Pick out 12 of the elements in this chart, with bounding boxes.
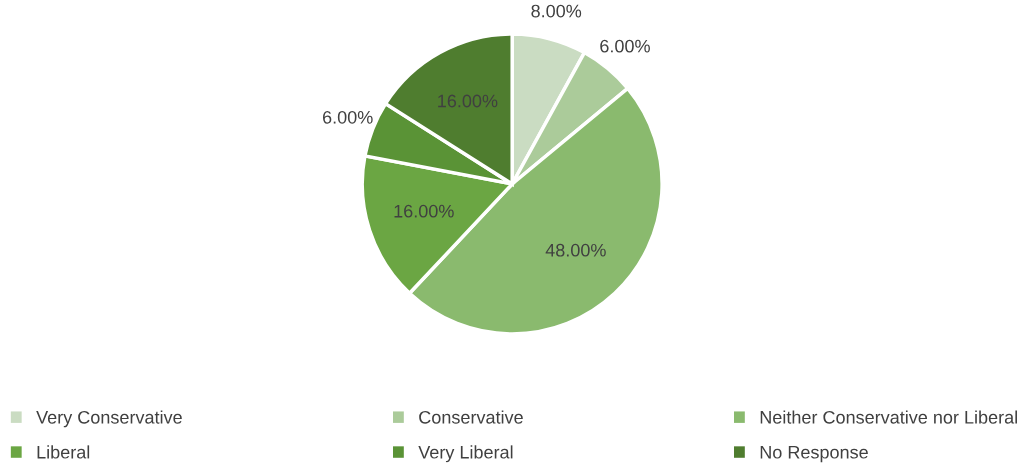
data-label: 16.00% bbox=[438, 94, 498, 108]
data-label: 6.00% bbox=[323, 110, 373, 124]
data-label: 8.00% bbox=[531, 4, 582, 18]
legend-label: Very Conservative bbox=[36, 410, 182, 428]
legend-label: Conservative bbox=[419, 410, 523, 424]
legend-label: No Response bbox=[760, 446, 868, 463]
legend-label: Very Liberal bbox=[418, 445, 513, 463]
legend-label: Liberal bbox=[37, 445, 90, 459]
data-label: 16.00% bbox=[394, 204, 454, 218]
legend-label: Neither Conservative nor Liberal bbox=[760, 410, 1017, 424]
data-label: 48.00% bbox=[545, 243, 606, 257]
data-label: 6.00% bbox=[600, 39, 650, 53]
